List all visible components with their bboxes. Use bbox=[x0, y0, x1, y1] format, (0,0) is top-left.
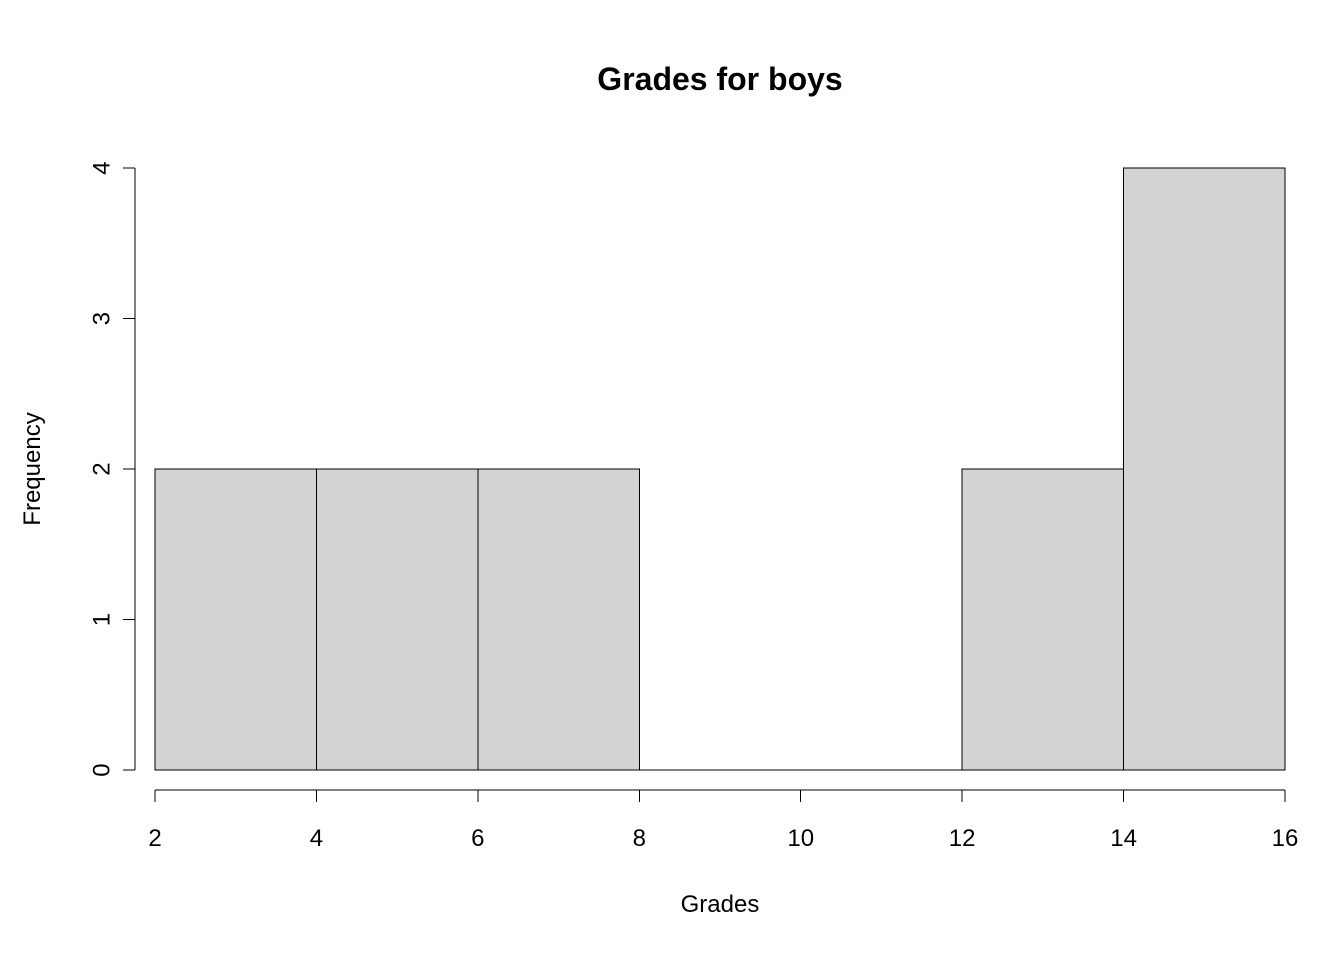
x-tick-label: 10 bbox=[787, 825, 814, 852]
chart-title: Grades for boys bbox=[597, 61, 842, 97]
histogram-bar: 4 bbox=[1124, 168, 1285, 770]
y-tick-label: 3 bbox=[88, 312, 115, 325]
x-tick-label: 2 bbox=[148, 825, 161, 852]
x-tick-label: 8 bbox=[633, 825, 646, 852]
histogram-bar: 2 bbox=[155, 469, 316, 770]
y-tick-label: 2 bbox=[88, 462, 115, 475]
x-tick-label: 16 bbox=[1272, 825, 1299, 852]
histogram-bar: 2 bbox=[962, 469, 1123, 770]
x-axis-label: Grades bbox=[681, 891, 760, 918]
x-tick-label: 4 bbox=[310, 825, 323, 852]
y-tick-label: 1 bbox=[88, 613, 115, 626]
x-tick-label: 6 bbox=[471, 825, 484, 852]
histogram-bar: 2 bbox=[316, 469, 477, 770]
histogram-bar: 2 bbox=[478, 469, 639, 770]
x-tick-label: 14 bbox=[1110, 825, 1137, 852]
y-axis-label: Frequency bbox=[19, 412, 46, 525]
y-tick-label: 4 bbox=[88, 161, 115, 174]
y-tick-label: 0 bbox=[88, 763, 115, 776]
x-tick-label: 12 bbox=[949, 825, 976, 852]
